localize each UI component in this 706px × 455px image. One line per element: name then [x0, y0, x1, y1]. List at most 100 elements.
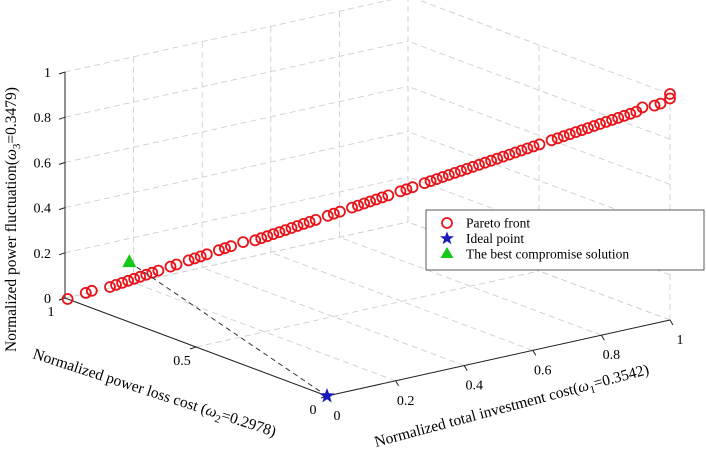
pareto-point	[400, 183, 413, 196]
pareto-point	[430, 173, 443, 186]
pareto-point	[358, 197, 371, 210]
special-points	[122, 254, 335, 403]
pareto-point	[515, 144, 528, 157]
pareto-point	[200, 248, 213, 261]
pareto-point	[164, 260, 177, 273]
x-axis-label: Normalized total investment cost(ω1=0.35…	[373, 361, 652, 450]
z-tick-mark	[58, 207, 66, 211]
grid-line	[407, 131, 671, 231]
legend-entry-ideal-point: Ideal point	[466, 231, 524, 246]
pareto-point	[436, 171, 449, 183]
pareto-point	[545, 134, 558, 147]
pareto-point	[497, 150, 510, 163]
pareto-point	[188, 252, 201, 265]
z-tick-mark	[58, 116, 66, 120]
z-tick-label: 1	[44, 66, 51, 81]
pareto-point	[273, 226, 286, 239]
pareto-point	[309, 213, 322, 226]
legend-entry-pareto-front: Pareto front	[466, 216, 530, 231]
grid-line	[407, 85, 671, 185]
pareto-point	[140, 268, 153, 281]
ideal-point-marker	[319, 388, 335, 403]
pareto-point	[104, 281, 116, 293]
pareto-point	[533, 138, 546, 151]
z-tick-mark	[58, 252, 66, 256]
pareto-point	[648, 99, 661, 112]
grid-line	[64, 0, 393, 73]
pareto-point	[333, 205, 346, 218]
grid-line	[64, 221, 409, 299]
pareto-point	[261, 230, 274, 243]
x-tick-mark	[600, 334, 605, 341]
y-tick-label: 1	[48, 305, 55, 320]
z-axis-label: Normalized power fluctuation(ω3=0.3479)	[3, 87, 23, 352]
grid-line	[407, 176, 671, 276]
pareto-point	[654, 97, 667, 110]
pareto-point	[491, 152, 504, 165]
pareto-point	[527, 140, 540, 153]
pareto-point	[170, 258, 183, 271]
grid-line	[64, 176, 409, 254]
y-tick-label: 0	[310, 403, 317, 418]
pareto-point	[460, 162, 473, 175]
grid-line	[407, 40, 671, 140]
pareto-point	[110, 278, 122, 291]
pareto-point	[588, 120, 600, 132]
pareto-point	[182, 254, 195, 267]
pareto-point	[134, 270, 147, 283]
pareto-point	[321, 209, 334, 222]
grid-line	[64, 85, 409, 163]
grid-line	[270, 251, 533, 351]
x-tick-mark	[669, 319, 674, 326]
pareto-point	[279, 224, 292, 237]
pareto-point	[521, 142, 534, 155]
pareto-point	[370, 193, 383, 206]
legend-star-icon	[440, 231, 454, 245]
pareto-point	[612, 112, 625, 124]
pareto-point	[485, 154, 498, 167]
x-tick-mark	[463, 365, 468, 371]
pareto-point	[664, 88, 676, 100]
compromise-connector-line	[129, 261, 328, 397]
best-compromise-marker	[122, 254, 137, 268]
z-tick-label: 0.4	[34, 202, 52, 217]
pareto-point	[394, 185, 407, 198]
pareto-point	[225, 240, 237, 253]
grid-line	[339, 236, 602, 336]
pareto-point	[128, 272, 141, 285]
pareto-point	[467, 160, 479, 173]
pareto-point	[364, 195, 377, 208]
pareto-point	[479, 156, 492, 169]
x-tick-mark	[532, 350, 537, 356]
pareto-point	[630, 105, 643, 118]
z-tick-mark	[58, 71, 66, 75]
pareto-point	[563, 128, 576, 141]
y-tick-mark	[189, 346, 197, 350]
legend: Pareto front Ideal point The best compro…	[425, 209, 705, 271]
legend-box	[425, 209, 705, 271]
pareto-point	[448, 166, 461, 179]
pareto-point	[557, 130, 570, 143]
pareto-point	[218, 242, 231, 255]
grid-line	[195, 270, 540, 348]
pareto-point	[569, 126, 582, 139]
pareto-point	[237, 236, 250, 249]
pareto-point	[624, 107, 637, 120]
pareto-point	[664, 92, 676, 105]
pareto-point	[594, 118, 606, 130]
pareto-point	[618, 109, 631, 122]
z-tick-mark	[58, 161, 66, 165]
x-tick-mark	[395, 380, 400, 387]
pareto-point	[61, 293, 74, 305]
pareto-point	[85, 284, 98, 297]
grid-line	[133, 282, 396, 382]
y-axis-label: Normalized power loss cost (ω2=0.2978)	[30, 346, 278, 444]
pareto-point	[606, 114, 618, 126]
x-tick-label: 0.2	[397, 394, 415, 409]
pareto-point	[79, 286, 92, 299]
pareto-point	[122, 274, 135, 287]
pareto-point	[146, 266, 159, 279]
